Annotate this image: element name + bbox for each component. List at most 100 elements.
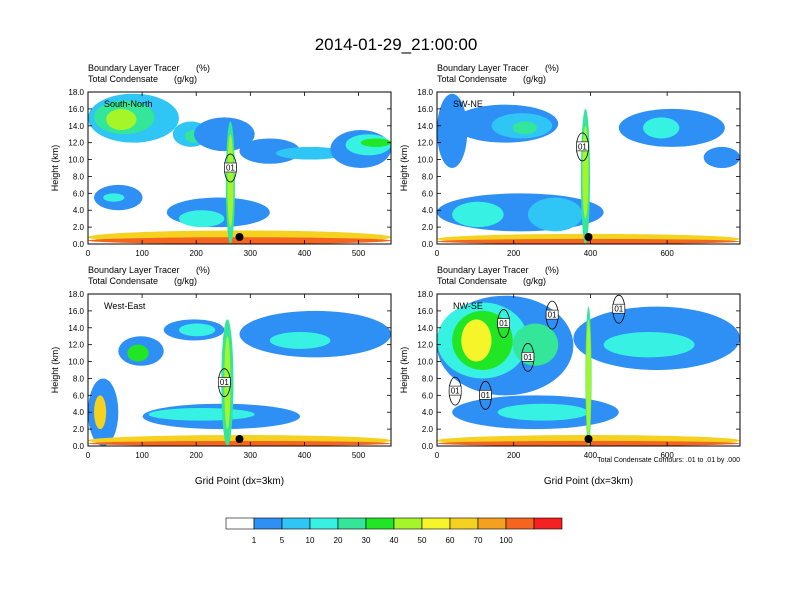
y-tick-label: 4.0 <box>73 408 85 417</box>
y-tick-label: 4.0 <box>73 206 85 215</box>
y-tick-label: 8.0 <box>422 374 434 383</box>
colorbar-label: 40 <box>390 536 399 545</box>
contour-label: 01 <box>479 390 492 400</box>
y-tick-label: 8.0 <box>73 172 85 181</box>
colorbar-label: 5 <box>280 536 285 545</box>
y-tick-label: 2.0 <box>422 425 434 434</box>
tracer-region <box>461 319 492 362</box>
station-marker <box>584 435 593 443</box>
y-tick-label: 6.0 <box>422 391 434 400</box>
tracer-region <box>703 146 740 168</box>
x-tick-label: 200 <box>507 451 521 460</box>
contour-label: 01 <box>576 141 589 151</box>
tracer-region <box>269 332 331 349</box>
var2-label: Total Condensate <box>88 276 158 286</box>
colorbar-swatch <box>477 517 507 530</box>
y-tick-label: 16.0 <box>68 105 84 114</box>
x-axis-label: Grid Point (dx=3km) <box>544 476 633 487</box>
y-tick-label: 2.0 <box>73 223 85 232</box>
colorbar-swatch <box>421 517 451 530</box>
tracer-region <box>512 323 559 366</box>
var1-unit: (%) <box>196 63 210 73</box>
svg-text:01: 01 <box>499 319 508 328</box>
colorbar-swatch <box>253 517 283 530</box>
y-tick-label: 12.0 <box>68 139 84 148</box>
colorbar-label: 70 <box>474 536 483 545</box>
tracer-region <box>603 332 695 358</box>
var1-unit: (%) <box>545 63 559 73</box>
svg-text:01: 01 <box>614 305 623 314</box>
x-tick-label: 500 <box>352 249 366 258</box>
y-tick-label: 6.0 <box>422 189 434 198</box>
y-tick-label: 16.0 <box>68 307 84 316</box>
x-tick-label: 600 <box>660 451 674 460</box>
svg-text:01: 01 <box>451 387 460 396</box>
tracer-region <box>643 117 680 139</box>
var1-label: Boundary Layer Tracer <box>437 265 529 275</box>
y-tick-label: 0.0 <box>73 240 85 249</box>
colorbar-swatch <box>281 517 311 530</box>
y-tick-label: 6.0 <box>73 189 85 198</box>
tracer-region <box>178 210 225 228</box>
contour-label: 01 <box>218 377 231 387</box>
tracer-field <box>88 93 391 244</box>
x-axis-label: Grid Point (dx=3km) <box>195 476 284 487</box>
var2-label: Total Condensate <box>437 74 507 84</box>
y-tick-label: 14.0 <box>68 324 84 333</box>
plot-frame <box>436 91 741 245</box>
var1-label: Boundary Layer Tracer <box>437 63 529 73</box>
y-tick-label: 6.0 <box>73 391 85 400</box>
y-tick-label: 10.0 <box>417 156 433 165</box>
tracer-region <box>94 395 107 430</box>
colorbar-swatch <box>365 517 395 530</box>
plot-frame <box>436 293 741 447</box>
colorbar-swatch <box>533 517 563 530</box>
y-axis-label: Height (km) <box>399 145 409 192</box>
y-tick-label: 16.0 <box>417 307 433 316</box>
x-tick-label: 400 <box>298 249 312 258</box>
svg-text:01: 01 <box>523 353 532 362</box>
panel-south-north: 01 South-North Boundary Layer Tracer (%) Tot… <box>50 63 392 258</box>
colorbar-label: 100 <box>499 536 513 545</box>
station-marker <box>235 435 244 443</box>
plot-frame <box>87 293 392 447</box>
var1-label: Boundary Layer Tracer <box>88 265 180 275</box>
tracer-region <box>88 440 391 446</box>
y-tick-label: 2.0 <box>422 223 434 232</box>
x-tick-label: 400 <box>298 451 312 460</box>
svg-text:01: 01 <box>226 164 235 173</box>
tracer-field <box>88 310 391 446</box>
y-tick-label: 10.0 <box>68 156 84 165</box>
y-tick-label: 12.0 <box>417 341 433 350</box>
tracer-region <box>452 201 504 228</box>
svg-text:01: 01 <box>548 311 557 320</box>
y-tick-label: 14.0 <box>68 122 84 131</box>
y-tick-label: 18.0 <box>68 88 84 97</box>
x-tick-label: 300 <box>244 249 258 258</box>
x-tick-label: 400 <box>584 451 598 460</box>
panel-sw-ne: 01 SW-NE Boundary Layer Tracer (%) Total Con… <box>399 63 741 258</box>
x-tick-label: 0 <box>435 451 440 460</box>
contour-label: 01 <box>521 352 535 362</box>
colorbar-swatch <box>337 517 367 530</box>
colorbar-label: 10 <box>306 536 315 545</box>
x-tick-label: 200 <box>190 451 204 460</box>
var2-unit: (g/kg) <box>523 276 546 286</box>
var2-unit: (g/kg) <box>523 74 546 84</box>
colorbar-label: 20 <box>334 536 343 545</box>
svg-text:01: 01 <box>220 378 229 387</box>
y-tick-label: 10.0 <box>417 358 433 367</box>
x-tick-label: 600 <box>660 249 674 258</box>
y-tick-label: 0.0 <box>422 442 434 451</box>
panels: 01 South-North Boundary Layer Tracer (%) Tot… <box>50 63 741 487</box>
colorbar-swatch <box>393 517 423 530</box>
y-axis-label: Height (km) <box>50 145 60 192</box>
tracer-region <box>227 134 234 228</box>
var2-unit: (g/kg) <box>174 74 197 84</box>
y-axis-label: Height (km) <box>50 347 60 394</box>
y-tick-label: 18.0 <box>417 290 433 299</box>
x-tick-label: 0 <box>435 249 440 258</box>
y-tick-label: 18.0 <box>68 290 84 299</box>
colorbar-swatch <box>505 517 535 530</box>
